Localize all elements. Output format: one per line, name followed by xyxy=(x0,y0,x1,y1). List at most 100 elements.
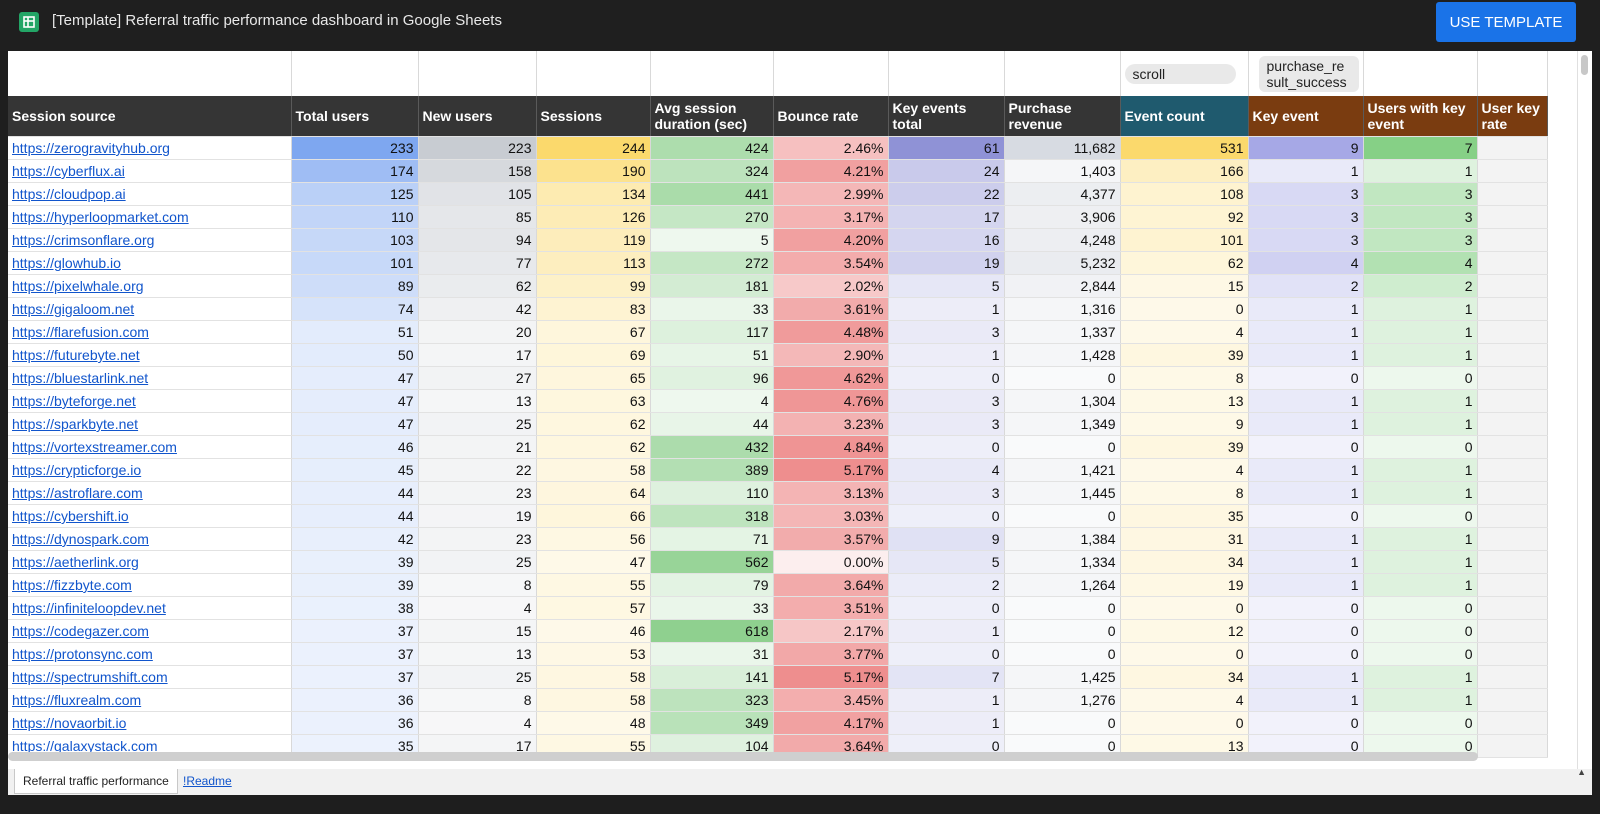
metric-cell[interactable]: 1 xyxy=(1248,389,1364,413)
empty-cell[interactable] xyxy=(1477,665,1548,689)
session-source-link[interactable]: https://novaorbit.io xyxy=(12,715,127,731)
session-source-cell[interactable]: https://astroflare.com xyxy=(8,481,292,505)
metric-cell[interactable]: 3 xyxy=(888,389,1005,413)
metric-cell[interactable]: 13 xyxy=(418,642,537,666)
metric-cell[interactable]: 190 xyxy=(536,159,651,183)
metric-cell[interactable]: 1 xyxy=(1248,458,1364,482)
metric-cell[interactable]: 0 xyxy=(888,642,1005,666)
metric-cell[interactable]: 0 xyxy=(1363,619,1478,643)
session-source-cell[interactable]: https://novaorbit.io xyxy=(8,711,292,735)
empty-cell[interactable] xyxy=(1477,136,1548,160)
metric-cell[interactable]: 4.48% xyxy=(773,320,889,344)
metric-cell[interactable]: 0.00% xyxy=(773,550,889,574)
metric-cell[interactable]: 44 xyxy=(291,504,419,528)
metric-cell[interactable]: 2.17% xyxy=(773,619,889,643)
metric-cell[interactable]: 4 xyxy=(1120,688,1249,712)
metric-cell[interactable]: 1 xyxy=(1363,389,1478,413)
metric-cell[interactable]: 0 xyxy=(1363,504,1478,528)
metric-cell[interactable]: 45 xyxy=(291,458,419,482)
metric-cell[interactable]: 1,337 xyxy=(1004,320,1121,344)
metric-cell[interactable]: 323 xyxy=(650,688,774,712)
metric-cell[interactable]: 4.84% xyxy=(773,435,889,459)
metric-cell[interactable]: 42 xyxy=(418,297,537,321)
session-source-cell[interactable]: https://cybershift.io xyxy=(8,504,292,528)
header-bounce-rate[interactable]: Bounce rate xyxy=(773,96,889,137)
metric-cell[interactable]: 5 xyxy=(888,274,1005,298)
session-source-link[interactable]: https://fizzbyte.com xyxy=(12,577,132,593)
metric-cell[interactable]: 0 xyxy=(1004,642,1121,666)
metric-cell[interactable]: 1,316 xyxy=(1004,297,1121,321)
metric-cell[interactable]: 101 xyxy=(291,251,419,275)
session-source-cell[interactable]: https://bluestarlink.net xyxy=(8,366,292,390)
metric-cell[interactable]: 12 xyxy=(1120,619,1249,643)
metric-cell[interactable]: 5.17% xyxy=(773,458,889,482)
metric-cell[interactable]: 53 xyxy=(536,642,651,666)
metric-cell[interactable]: 9 xyxy=(1248,136,1364,160)
session-source-cell[interactable]: https://vortexstreamer.com xyxy=(8,435,292,459)
session-source-cell[interactable]: https://hyperloopmarket.com xyxy=(8,205,292,229)
metric-cell[interactable]: 3.17% xyxy=(773,205,889,229)
metric-cell[interactable]: 2.90% xyxy=(773,343,889,367)
metric-cell[interactable]: 23 xyxy=(418,481,537,505)
metric-cell[interactable]: 8 xyxy=(418,688,537,712)
metric-cell[interactable]: 46 xyxy=(291,435,419,459)
header-users-with-key-event[interactable]: Users with key event xyxy=(1363,96,1478,137)
metric-cell[interactable]: 1 xyxy=(1248,688,1364,712)
metric-cell[interactable]: 0 xyxy=(1004,596,1121,620)
session-source-link[interactable]: https://protonsync.com xyxy=(12,646,153,662)
metric-cell[interactable]: 1 xyxy=(1248,573,1364,597)
metric-cell[interactable]: 2.99% xyxy=(773,182,889,206)
metric-cell[interactable]: 126 xyxy=(536,205,651,229)
metric-cell[interactable]: 618 xyxy=(650,619,774,643)
metric-cell[interactable]: 58 xyxy=(536,688,651,712)
metric-cell[interactable]: 0 xyxy=(1120,642,1249,666)
metric-cell[interactable]: 0 xyxy=(1363,435,1478,459)
metric-cell[interactable]: 1,334 xyxy=(1004,550,1121,574)
metric-cell[interactable]: 4 xyxy=(1363,251,1478,275)
metric-cell[interactable]: 1,276 xyxy=(1004,688,1121,712)
metric-cell[interactable]: 0 xyxy=(1120,711,1249,735)
metric-cell[interactable]: 62 xyxy=(1120,251,1249,275)
metric-cell[interactable]: 51 xyxy=(291,320,419,344)
empty-cell[interactable] xyxy=(1477,389,1548,413)
metric-cell[interactable]: 318 xyxy=(650,504,774,528)
metric-cell[interactable]: 1 xyxy=(1363,412,1478,436)
metric-cell[interactable]: 15 xyxy=(418,619,537,643)
metric-cell[interactable]: 117 xyxy=(650,320,774,344)
session-source-cell[interactable]: https://gigaloom.net xyxy=(8,297,292,321)
session-source-link[interactable]: https://fluxrealm.com xyxy=(12,692,142,708)
metric-cell[interactable]: 1 xyxy=(1363,688,1478,712)
metric-cell[interactable]: 2 xyxy=(888,573,1005,597)
metric-cell[interactable]: 105 xyxy=(418,182,537,206)
metric-cell[interactable]: 4.20% xyxy=(773,228,889,252)
purchase-filter-chip[interactable]: purchase_re sult_success xyxy=(1258,55,1359,92)
metric-cell[interactable]: 1 xyxy=(888,297,1005,321)
empty-cell[interactable] xyxy=(1477,251,1548,275)
metric-cell[interactable]: 1 xyxy=(1363,320,1478,344)
metric-cell[interactable]: 69 xyxy=(536,343,651,367)
metric-cell[interactable]: 349 xyxy=(650,711,774,735)
session-source-link[interactable]: https://codegazer.com xyxy=(12,623,149,639)
metric-cell[interactable]: 39 xyxy=(1120,343,1249,367)
metric-cell[interactable]: 79 xyxy=(650,573,774,597)
metric-cell[interactable]: 3.77% xyxy=(773,642,889,666)
tab-referral-traffic-performance[interactable]: Referral traffic performance xyxy=(14,769,178,794)
metric-cell[interactable]: 0 xyxy=(888,596,1005,620)
metric-cell[interactable]: 11,682 xyxy=(1004,136,1121,160)
session-source-link[interactable]: https://sparkbyte.net xyxy=(12,416,139,432)
vertical-scrollbar[interactable] xyxy=(1577,51,1592,769)
metric-cell[interactable]: 27 xyxy=(418,366,537,390)
metric-cell[interactable]: 22 xyxy=(418,458,537,482)
metric-cell[interactable]: 51 xyxy=(650,343,774,367)
metric-cell[interactable]: 3.61% xyxy=(773,297,889,321)
metric-cell[interactable]: 71 xyxy=(650,527,774,551)
header-key-event[interactable]: Key event xyxy=(1248,96,1364,137)
empty-cell[interactable] xyxy=(1477,711,1548,735)
metric-cell[interactable]: 4 xyxy=(888,458,1005,482)
metric-cell[interactable]: 4.21% xyxy=(773,159,889,183)
metric-cell[interactable]: 0 xyxy=(1248,711,1364,735)
metric-cell[interactable]: 85 xyxy=(418,205,537,229)
metric-cell[interactable]: 4 xyxy=(1120,320,1249,344)
session-source-cell[interactable]: https://aetherlink.org xyxy=(8,550,292,574)
metric-cell[interactable]: 3 xyxy=(1363,228,1478,252)
